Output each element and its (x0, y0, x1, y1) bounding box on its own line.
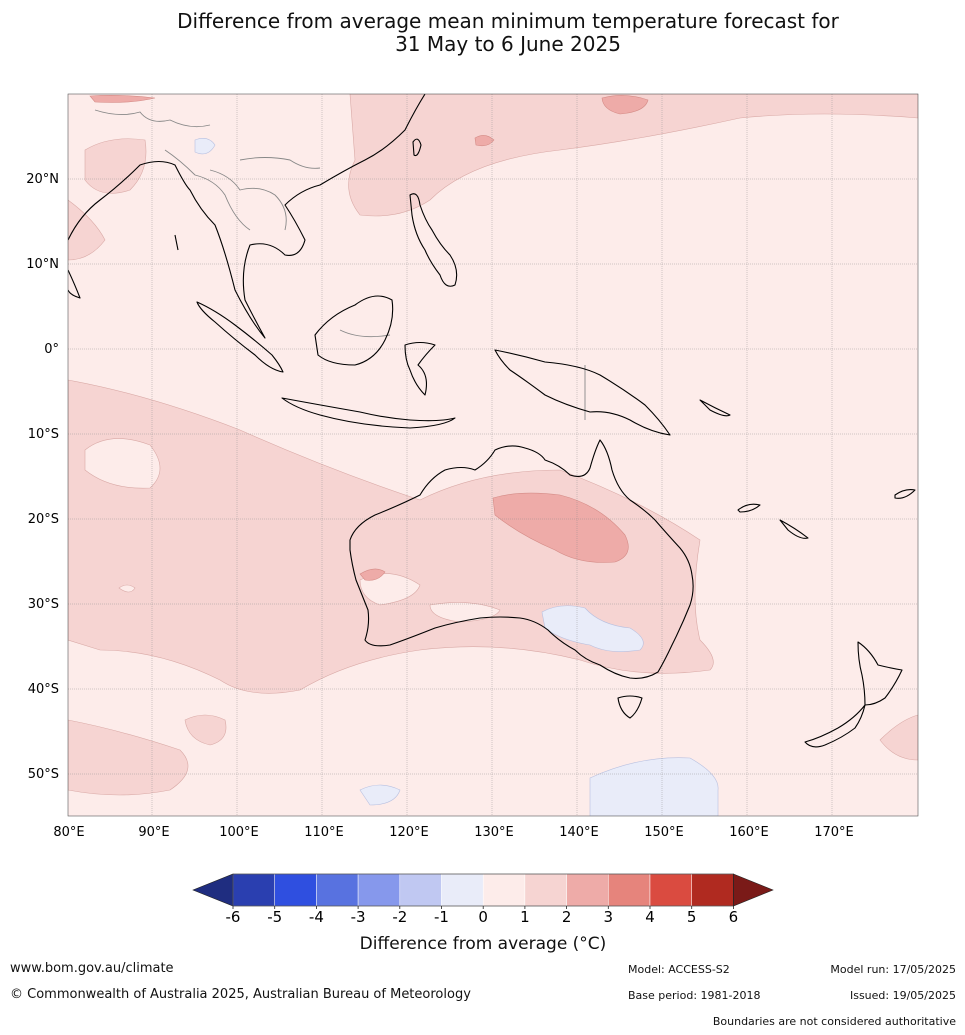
lon-label: 80°E (53, 825, 84, 840)
colorbar-swatch (691, 873, 734, 907)
lon-label: 100°E (219, 825, 259, 840)
lat-label: 40°S (28, 682, 59, 697)
colorbar-arrow-low (192, 873, 234, 907)
colorbar: -6 -5 -4 -3 -2 -1 0 1 2 3 4 5 6 (192, 873, 774, 926)
colorbar-tick-label: -6 (226, 908, 241, 926)
colorbar-tick-label: -1 (434, 908, 449, 926)
colorbar-swatch (399, 873, 442, 907)
lon-label: 120°E (389, 825, 429, 840)
colorbar-label: Difference from average (°C) (359, 934, 607, 954)
colorbar-swatch (608, 873, 651, 907)
colorbar-swatch (566, 873, 609, 907)
country-borders (94, 109, 586, 420)
footer-base-period: Base period: 1981-2018 (628, 989, 761, 1002)
lat-label: 10°S (28, 427, 59, 442)
colorbar-arrow-high (733, 873, 774, 907)
lon-label: 110°E (304, 825, 344, 840)
lat-label: 0° (44, 342, 59, 357)
forecast-map: 80°E 90°E 100°E 110°E 120°E 130°E 140°E … (26, 93, 919, 840)
colorbar-swatches (192, 873, 774, 907)
colorbar-tick-label: 6 (729, 908, 739, 926)
footer-issued: Issued: 19/05/2025 (849, 989, 956, 1002)
colorbar-swatch (441, 873, 484, 907)
colorbar-tick-label: -5 (267, 908, 282, 926)
lat-label: 10°N (26, 257, 59, 272)
lon-label: 130°E (474, 825, 514, 840)
colorbar-swatch (482, 873, 526, 907)
longitude-labels: 80°E 90°E 100°E 110°E 120°E 130°E 140°E … (53, 825, 853, 840)
footer-url: www.bom.gov.au/climate (10, 961, 174, 976)
lon-label: 150°E (644, 825, 684, 840)
colorbar-swatch (274, 873, 317, 907)
graticule (68, 94, 918, 816)
footer-model-run: Model run: 17/05/2025 (830, 963, 956, 976)
colorbar-tick-label: -2 (392, 908, 407, 926)
colorbar-swatch (232, 873, 275, 907)
title-line-1: Difference from average mean minimum tem… (177, 9, 839, 33)
lat-label: 30°S (28, 597, 59, 612)
lon-label: 90°E (138, 825, 169, 840)
title-line-2: 31 May to 6 June 2025 (395, 32, 621, 56)
colorbar-swatch (649, 873, 692, 907)
colorbar-tick-label: 5 (687, 908, 697, 926)
footer-boundaries: Boundaries are not considered authoritat… (712, 1015, 956, 1028)
lon-label: 140°E (559, 825, 599, 840)
colorbar-ticks: -6 -5 -4 -3 -2 -1 0 1 2 3 4 5 6 (226, 906, 739, 926)
footer-model: Model: ACCESS-S2 (628, 963, 730, 976)
colorbar-tick-label: 2 (562, 908, 572, 926)
anomaly-band-0-1 (84, 438, 501, 623)
lon-label: 170°E (814, 825, 854, 840)
colorbar-tick-label: -3 (351, 908, 366, 926)
coastlines (68, 94, 916, 748)
anomaly-band-2-3 (89, 95, 649, 581)
lon-label: 160°E (729, 825, 769, 840)
colorbar-swatch (524, 873, 567, 907)
colorbar-swatch (316, 873, 359, 907)
colorbar-tick-label: 0 (478, 908, 488, 926)
colorbar-tick-label: 3 (604, 908, 614, 926)
colorbar-tick-label: -4 (309, 908, 324, 926)
anomaly-band-neg (194, 138, 719, 816)
chart-title: Difference from average mean minimum tem… (0, 10, 965, 56)
footer-copyright: © Commonwealth of Australia 2025, Austra… (10, 987, 471, 1002)
map-frame (67, 93, 919, 817)
lat-label: 20°N (26, 172, 59, 187)
latitude-labels: 20°N 10°N 0° 10°S 20°S 30°S 40°S 50°S (26, 172, 59, 782)
colorbar-swatch (357, 873, 401, 907)
colorbar-tick-label: 4 (645, 908, 655, 926)
colorbar-tick-label: 1 (520, 908, 530, 926)
lat-label: 50°S (28, 767, 59, 782)
lat-label: 20°S (28, 512, 59, 527)
